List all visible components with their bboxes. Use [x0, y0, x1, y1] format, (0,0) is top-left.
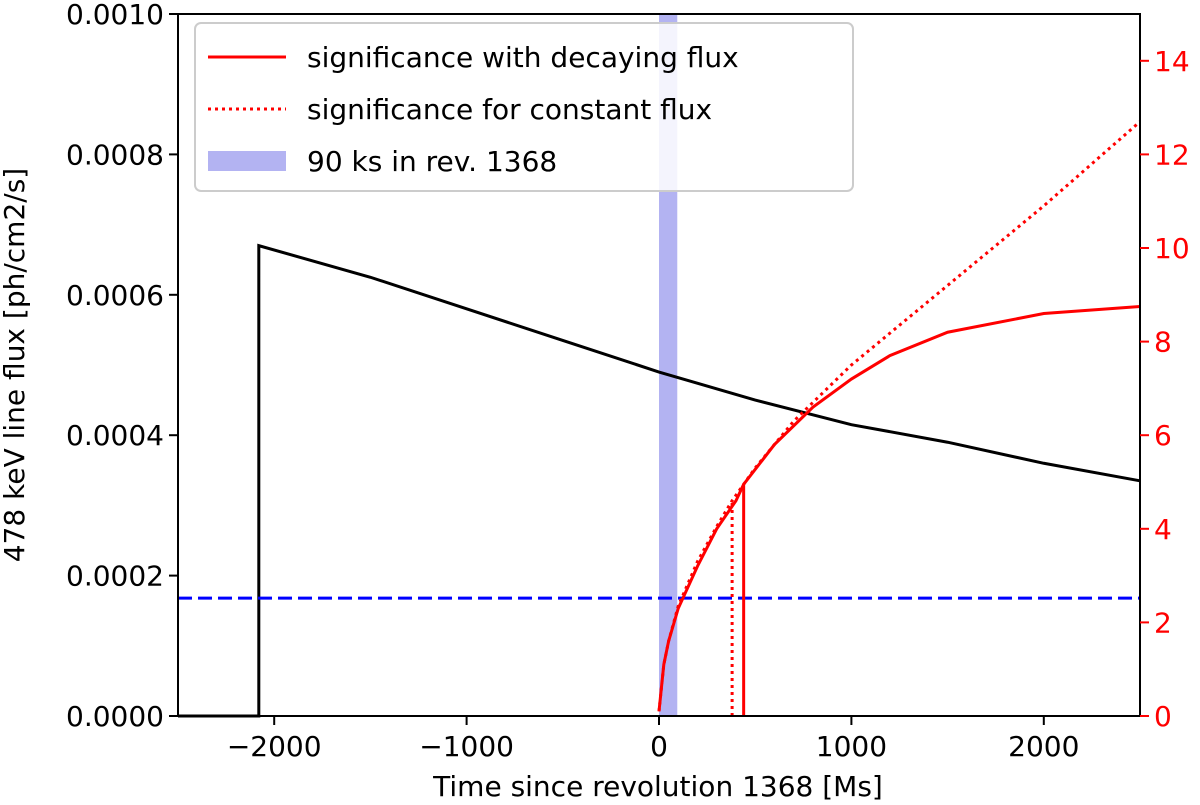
y-tick-label: 0.0002 — [66, 560, 164, 593]
y2-tick-label: 2 — [1154, 606, 1172, 639]
y-tick-label: 0.0008 — [66, 138, 164, 171]
y2-tick-label: 6 — [1154, 419, 1172, 452]
y-axis-label: 478 keV line flux [ph/cm2/s] — [0, 168, 31, 562]
y2-tick-label: 4 — [1154, 513, 1172, 546]
x-tick-label: 2000 — [1008, 730, 1079, 763]
y2-tick-label: 14 — [1154, 45, 1190, 78]
x-axis-label: Time since revolution 1368 [Ms] — [432, 770, 883, 803]
flux-line — [178, 243, 1141, 718]
y2-tick-label: 8 — [1154, 326, 1172, 359]
y-tick-label: 0.0010 — [66, 0, 164, 31]
y2-tick-label: 12 — [1154, 138, 1190, 171]
y2-tick-label: 10 — [1154, 232, 1190, 265]
legend-swatch — [208, 151, 286, 171]
y-tick-label: 0.0000 — [66, 700, 164, 733]
axes: −2000 −1000 0 1000 2000 0.0000 0.0002 0.0004 0.0… — [66, 0, 1190, 763]
x-tick-label: 0 — [650, 730, 668, 763]
legend-label: significance for constant flux — [307, 93, 712, 126]
legend-label: 90 ks in rev. 1368 — [307, 145, 557, 178]
y-tick-label: 0.0004 — [66, 419, 164, 452]
x-tick-label: −2000 — [227, 730, 322, 763]
legend: significance with decaying flux significa… — [194, 22, 854, 192]
y-tick-label: 0.0006 — [66, 279, 164, 312]
y2-tick-label: 0 — [1154, 700, 1172, 733]
x-tick-label: −1000 — [419, 730, 514, 763]
legend-label: significance with decaying flux — [307, 41, 739, 74]
legend-box — [194, 22, 854, 192]
x-tick-label: 1000 — [816, 730, 887, 763]
